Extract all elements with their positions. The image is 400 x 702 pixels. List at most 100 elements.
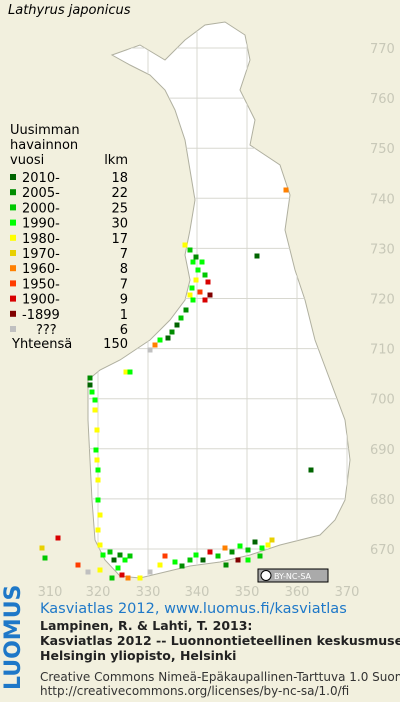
occurrence-square [123, 369, 129, 375]
occurrences [39, 187, 314, 581]
occurrence-square [202, 272, 208, 278]
occurrence-square [95, 497, 101, 503]
occurrence-square [207, 549, 213, 555]
license-badge: BY-NC-SA [257, 568, 329, 583]
legend-label: 1960- [22, 262, 60, 277]
grid-labels: 310 320 330 340 350 360 3707707607507407307207… [38, 42, 395, 600]
legend-count: 1 [120, 308, 128, 323]
y-label: 730 [370, 242, 395, 257]
occurrence-square [157, 562, 163, 568]
occurrence-square [199, 259, 205, 265]
occurrence-square [283, 187, 289, 193]
legend-count: 25 [111, 201, 128, 216]
legend-swatch [10, 280, 16, 287]
license: http://creativecommons.org/licenses/by-n… [40, 684, 349, 698]
x-label: 370 [335, 585, 360, 600]
occurrence-square [215, 553, 221, 559]
legend-swatch [10, 189, 16, 196]
occurrence-square [95, 477, 101, 483]
occurrence-square [172, 559, 178, 565]
y-label: 670 [370, 543, 395, 558]
occurrence-square [202, 297, 208, 303]
occurrence-square [119, 572, 125, 578]
occurrence-square [178, 315, 184, 321]
legend-swatch [10, 219, 16, 226]
occurrence-square [85, 569, 91, 575]
occurrence-square [174, 322, 180, 328]
legend-swatch [10, 295, 16, 302]
citation: Helsingin yliopisto, Helsinki [40, 648, 236, 663]
occurrence-square [75, 562, 81, 568]
x-label: 320 [86, 585, 111, 600]
occurrence-square [152, 342, 158, 348]
occurrence-square [147, 347, 153, 353]
legend-label: 1970- [22, 247, 60, 262]
occurrence-square [94, 457, 100, 463]
y-label: 740 [370, 192, 395, 207]
occurrence-square [147, 569, 153, 575]
x-label: 340 [185, 585, 210, 600]
occurrence-square [92, 397, 98, 403]
occurrence-square [189, 285, 195, 291]
occurrence-square [183, 307, 189, 313]
x-label: 360 [285, 585, 310, 600]
legend-count: 30 [111, 217, 128, 232]
legend-count: 6 [120, 323, 128, 338]
occurrence-square [162, 553, 168, 559]
occurrence-square [193, 552, 199, 558]
occurrence-square [222, 545, 228, 551]
occurrence-square [127, 553, 133, 559]
occurrence-square [229, 549, 235, 555]
occurrence-square [42, 555, 48, 561]
license-badge-text: BY-NC-SA [274, 572, 312, 581]
occurrence-square [269, 537, 275, 543]
occurrence-square [165, 335, 171, 341]
occurrence-square [187, 247, 193, 253]
x-label: 350 [235, 585, 260, 600]
occurrence-square [107, 549, 113, 555]
y-label: 770 [370, 42, 395, 57]
title: Lathyrus japonicus [8, 3, 131, 18]
occurrence-square [39, 545, 45, 551]
link: Kasviatlas 2012, www.luomus.fi/kasviatla… [40, 601, 347, 617]
occurrence-square [97, 512, 103, 518]
legend-swatch [10, 234, 16, 241]
occurrence-square [190, 297, 196, 303]
legend-col: lkm [104, 153, 128, 168]
occurrence-square [195, 267, 201, 273]
occurrence-square [197, 289, 203, 295]
legend-heading: Uusimman [10, 123, 80, 138]
legend-label: 1900- [22, 293, 60, 308]
occurrence-square [207, 292, 213, 298]
occurrence-square [308, 467, 314, 473]
legend-count: 9 [120, 293, 128, 308]
occurrence-square [97, 542, 103, 548]
legend-count: 7 [120, 247, 128, 262]
legend-count: 18 [111, 171, 128, 186]
occurrence-square [95, 527, 101, 533]
x-label: 310 [38, 585, 63, 600]
occurrence-square [55, 535, 61, 541]
legend-label: 1950- [22, 277, 60, 292]
occurrence-square [137, 575, 143, 581]
occurrence-square [87, 382, 93, 388]
legend-label: 2000- [22, 201, 60, 216]
occurrence-square [254, 253, 260, 259]
legend-swatch [10, 326, 16, 332]
occurrence-square [265, 542, 271, 548]
occurrence-square [100, 552, 106, 558]
legend-label: ??? [36, 323, 57, 338]
occurrence-square [257, 553, 263, 559]
occurrence-square [187, 557, 193, 563]
occurrence-square [182, 242, 188, 248]
y-label: 680 [370, 493, 395, 508]
occurrence-square [87, 375, 93, 381]
occurrence-square [111, 557, 117, 563]
occurrence-square [94, 427, 100, 433]
occurrence-square [237, 543, 243, 549]
occurrence-square [259, 545, 265, 551]
occurrence-square [169, 329, 175, 335]
occurrence-square [109, 575, 115, 581]
occurrence-square [200, 557, 206, 563]
